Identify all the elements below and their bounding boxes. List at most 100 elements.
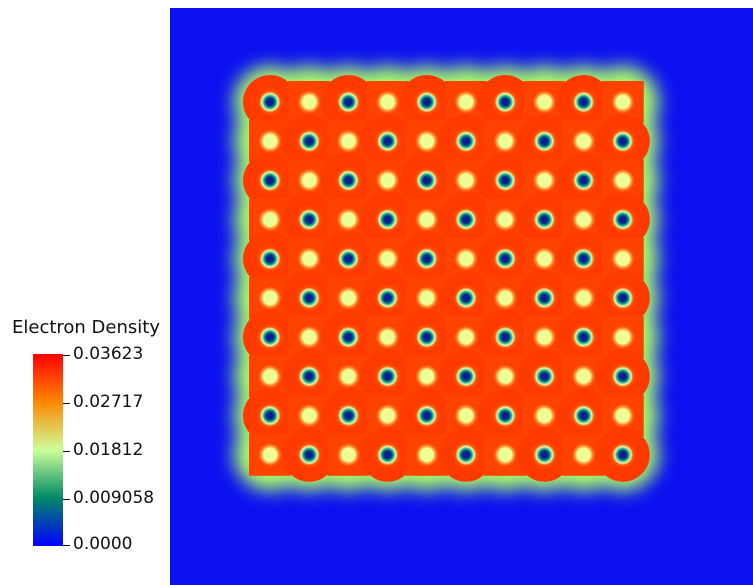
interstitial-site bbox=[336, 286, 360, 310]
colorbar-tick-mark bbox=[63, 403, 70, 404]
interstitial-site bbox=[376, 168, 400, 192]
atom-site bbox=[410, 399, 444, 433]
atom-site bbox=[527, 359, 561, 393]
atom-site bbox=[331, 163, 365, 197]
atom-site bbox=[567, 320, 601, 354]
atom-site bbox=[527, 203, 561, 237]
atom-site bbox=[488, 163, 522, 197]
colorbar-tick-mark bbox=[63, 355, 70, 356]
interstitial-site bbox=[415, 286, 439, 310]
interstitial-site bbox=[376, 404, 400, 428]
interstitial-site bbox=[493, 129, 517, 153]
interstitial-site bbox=[532, 90, 556, 114]
atom-site bbox=[253, 320, 287, 354]
atom-site bbox=[253, 163, 287, 197]
interstitial-site bbox=[297, 404, 321, 428]
atom-site bbox=[606, 359, 640, 393]
interstitial-site bbox=[454, 168, 478, 192]
interstitial-site bbox=[572, 364, 596, 388]
legend-title: Electron Density bbox=[12, 317, 160, 338]
colorbar-tick-mark bbox=[63, 499, 70, 500]
electron-density-plot bbox=[170, 8, 753, 585]
interstitial-site bbox=[258, 364, 282, 388]
atom-site bbox=[606, 203, 640, 237]
interstitial-site bbox=[336, 129, 360, 153]
atom-site bbox=[527, 438, 561, 472]
atom-site bbox=[292, 203, 326, 237]
atom-site bbox=[331, 242, 365, 276]
interstitial-site bbox=[611, 90, 635, 114]
interstitial-site bbox=[572, 443, 596, 467]
atom-site bbox=[449, 438, 483, 472]
interstitial-site bbox=[336, 208, 360, 232]
interstitial-site bbox=[336, 443, 360, 467]
atom-site bbox=[567, 85, 601, 119]
atom-site bbox=[410, 320, 444, 354]
interstitial-site bbox=[258, 129, 282, 153]
interstitial-site bbox=[336, 364, 360, 388]
atom-site bbox=[410, 85, 444, 119]
colorbar-tick-mark bbox=[63, 451, 70, 452]
atom-site bbox=[488, 242, 522, 276]
interstitial-site bbox=[572, 286, 596, 310]
interstitial-site bbox=[532, 325, 556, 349]
interstitial-site bbox=[415, 208, 439, 232]
interstitial-site bbox=[532, 404, 556, 428]
atom-site bbox=[371, 281, 405, 315]
atom-site bbox=[449, 124, 483, 158]
atom-site bbox=[371, 359, 405, 393]
interstitial-site bbox=[493, 286, 517, 310]
interstitial-site bbox=[297, 247, 321, 271]
atom-site bbox=[410, 163, 444, 197]
atom-site bbox=[292, 438, 326, 472]
interstitial-site bbox=[532, 168, 556, 192]
atom-site bbox=[253, 399, 287, 433]
atom-site bbox=[371, 438, 405, 472]
atom-site bbox=[331, 320, 365, 354]
interstitial-site bbox=[454, 90, 478, 114]
atom-site bbox=[449, 359, 483, 393]
atom-site bbox=[449, 281, 483, 315]
interstitial-site bbox=[493, 208, 517, 232]
interstitial-site bbox=[297, 325, 321, 349]
atom-site bbox=[292, 359, 326, 393]
atom-site bbox=[449, 203, 483, 237]
atom-site bbox=[371, 124, 405, 158]
atom-site bbox=[606, 281, 640, 315]
colorbar-tick-label-min: 0.0000 bbox=[73, 534, 132, 554]
atom-site bbox=[527, 124, 561, 158]
atom-site bbox=[410, 242, 444, 276]
atom-site bbox=[606, 124, 640, 158]
interstitial-site bbox=[258, 443, 282, 467]
interstitial-site bbox=[454, 325, 478, 349]
interstitial-site bbox=[454, 404, 478, 428]
interstitial-site bbox=[415, 364, 439, 388]
interstitial-site bbox=[454, 247, 478, 271]
atom-site bbox=[292, 124, 326, 158]
colorbar-tick-label: 0.01812 bbox=[73, 440, 143, 460]
atom-site bbox=[488, 399, 522, 433]
interstitial-site bbox=[532, 247, 556, 271]
interstitial-site bbox=[493, 443, 517, 467]
interstitial-site bbox=[572, 129, 596, 153]
colorbar-tick-label: 0.02717 bbox=[73, 392, 143, 412]
atom-site bbox=[253, 242, 287, 276]
colorbar-tick-label: 0.009058 bbox=[73, 488, 154, 508]
interstitial-site bbox=[258, 208, 282, 232]
atom-site bbox=[292, 281, 326, 315]
interstitial-site bbox=[611, 325, 635, 349]
colorbar-tick-mark bbox=[63, 545, 70, 546]
atom-site bbox=[488, 85, 522, 119]
interstitial-site bbox=[376, 247, 400, 271]
interstitial-site bbox=[611, 404, 635, 428]
interstitial-site bbox=[297, 90, 321, 114]
interstitial-site bbox=[415, 443, 439, 467]
interstitial-site bbox=[297, 168, 321, 192]
atom-site bbox=[331, 85, 365, 119]
interstitial-site bbox=[611, 168, 635, 192]
atom-site bbox=[488, 320, 522, 354]
atom-site bbox=[567, 242, 601, 276]
atom-site bbox=[331, 399, 365, 433]
interstitial-site bbox=[415, 129, 439, 153]
interstitial-site bbox=[572, 208, 596, 232]
